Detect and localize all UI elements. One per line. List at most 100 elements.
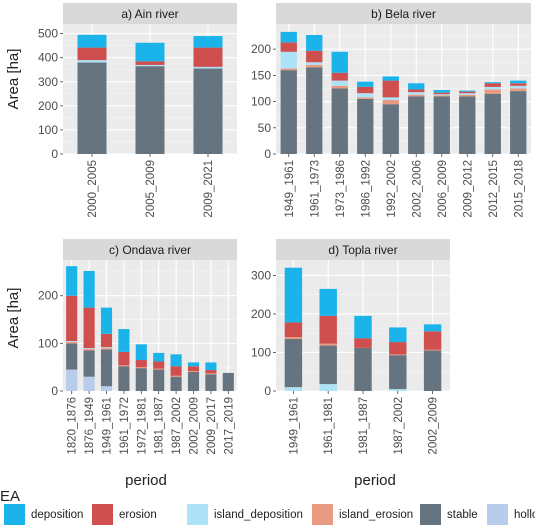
bar-segment-island_erosion — [306, 64, 323, 68]
bar-segment-island_erosion — [284, 337, 303, 339]
bar-segment-island_erosion — [170, 375, 182, 377]
y-tick-label: 150 — [251, 68, 271, 82]
bar-segment-deposition — [382, 76, 399, 81]
x-tick-label: 1876_1949 — [84, 397, 96, 455]
bar-segment-stable — [77, 62, 107, 154]
bar-segment-erosion — [382, 80, 399, 98]
bar-segment-island_erosion — [459, 94, 476, 97]
bar-segment-stable — [187, 371, 200, 391]
bar-segment-island_deposition — [357, 93, 374, 98]
x-axis-label-left: period — [125, 472, 167, 489]
x-tick-label: 1949_1961 — [284, 160, 296, 218]
bar-segment-erosion — [153, 361, 165, 369]
bar-segment-stable — [135, 66, 165, 154]
legend-swatch-island_deposition — [187, 504, 208, 525]
bar-segment-stable — [433, 96, 450, 154]
legend-label-stable: stable — [447, 509, 478, 521]
bar-segment-deposition — [306, 35, 323, 51]
bar-segment-deposition — [83, 270, 95, 308]
x-tick-label: 1986_1992 — [360, 160, 372, 218]
bar-segment-erosion — [77, 47, 107, 61]
bar-segment-stable — [170, 376, 182, 391]
bar-segment-deposition — [193, 36, 223, 48]
legend-swatch-island_erosion — [312, 504, 333, 525]
bar-segment-island_deposition — [484, 86, 501, 90]
x-tick-label: 1987_2002 — [393, 397, 405, 455]
bar-segment-island_deposition — [331, 80, 348, 86]
bar-segment-deposition — [77, 34, 107, 48]
legend-title: EA — [0, 488, 20, 505]
panel-title: b) Bela river — [371, 7, 436, 21]
panel-title: d) Topla river — [328, 243, 397, 257]
y-tick-label: 300 — [38, 75, 58, 89]
bar-segment-island_erosion — [382, 100, 399, 105]
y-tick-label: 200 — [251, 42, 271, 56]
bar-segment-erosion — [100, 333, 113, 348]
panel-1: a) Ain river 0 100 200 300 400 500 2000_2005 200… — [38, 3, 237, 218]
legend-swatch-erosion — [92, 504, 113, 525]
panel-title: a) Ain river — [121, 7, 178, 21]
bar-segment-hollow — [100, 386, 113, 391]
y-tick-label: 500 — [38, 27, 58, 41]
bar-segment-erosion — [354, 338, 372, 348]
x-tick-label: 2002_2009 — [428, 397, 440, 455]
bar-segment-erosion — [83, 307, 95, 349]
bar-segment-island_erosion — [187, 370, 200, 372]
bar-segment-deposition — [357, 81, 374, 87]
x-tick-label: 1961_1981 — [323, 397, 335, 455]
x-tick-label: 1949_1961 — [288, 397, 300, 455]
y-tick-label: 50 — [258, 121, 272, 135]
x-tick-label: 2017_2019 — [223, 397, 235, 455]
bar-segment-deposition — [510, 80, 527, 84]
bar-segment-island_erosion — [423, 349, 442, 351]
bar-segment-island_erosion — [100, 348, 113, 350]
x-tick-label: 2005_2009 — [145, 160, 157, 218]
legend-label-island_deposition: island_deposition — [214, 509, 303, 521]
bar-segment-stable — [389, 355, 407, 390]
bar-segment-deposition — [484, 82, 501, 84]
x-tick-label: 1972_1981 — [136, 397, 148, 455]
bar-segment-stable — [100, 349, 113, 387]
bar-segment-erosion — [433, 92, 450, 95]
bar-segment-island_erosion — [280, 68, 297, 71]
y-tick-label: 400 — [38, 51, 58, 65]
x-tick-label: 2002_2009 — [189, 397, 201, 455]
bar-segment-deposition — [135, 344, 147, 361]
bar-segment-island_erosion — [66, 341, 78, 344]
bar-segment-island_deposition — [77, 60, 107, 63]
x-tick-label: 1820_1876 — [67, 397, 79, 455]
bar-segment-erosion — [284, 322, 303, 338]
x-tick-label: 2012_2015 — [488, 160, 500, 218]
panel-strip — [276, 3, 531, 24]
bar-segment-island_erosion — [510, 88, 527, 92]
y-tick-label: 0 — [51, 147, 58, 161]
y-tick-label: 200 — [38, 99, 58, 113]
bar-segment-erosion — [187, 366, 200, 371]
bar-segment-deposition — [135, 42, 165, 62]
bar-segment-island_deposition — [306, 62, 323, 65]
x-tick-label: 1981_1987 — [154, 397, 166, 455]
panel-strip — [63, 239, 237, 260]
x-tick-label: 1961_1972 — [119, 397, 131, 455]
bar-segment-deposition — [170, 354, 182, 367]
bar-segment-deposition — [433, 90, 450, 93]
bar-segment-island_deposition — [459, 93, 476, 95]
bar-segment-stable — [153, 369, 165, 391]
bar-segment-stable — [193, 68, 223, 154]
y-tick-label: 100 — [38, 336, 58, 350]
panel-strip — [276, 239, 450, 260]
x-tick-label: 2009_2017 — [206, 397, 218, 455]
panel-title: c) Ondava river — [109, 243, 191, 257]
x-tick-label: 2015_2018 — [513, 160, 525, 218]
bar-segment-island_deposition — [389, 389, 407, 391]
x-tick-label: 1949_1961 — [102, 397, 114, 455]
bar-segment-deposition — [284, 267, 303, 323]
bar-segment-hollow — [83, 376, 95, 391]
bar-segment-stable — [284, 338, 303, 388]
bar-segment-erosion — [170, 366, 182, 376]
legend-swatch-stable — [420, 504, 441, 525]
bar-segment-island_erosion — [389, 354, 407, 356]
bar-segment-erosion — [459, 91, 476, 94]
y-tick-label: 0 — [264, 147, 271, 161]
legend-swatch-hollow — [487, 504, 508, 525]
